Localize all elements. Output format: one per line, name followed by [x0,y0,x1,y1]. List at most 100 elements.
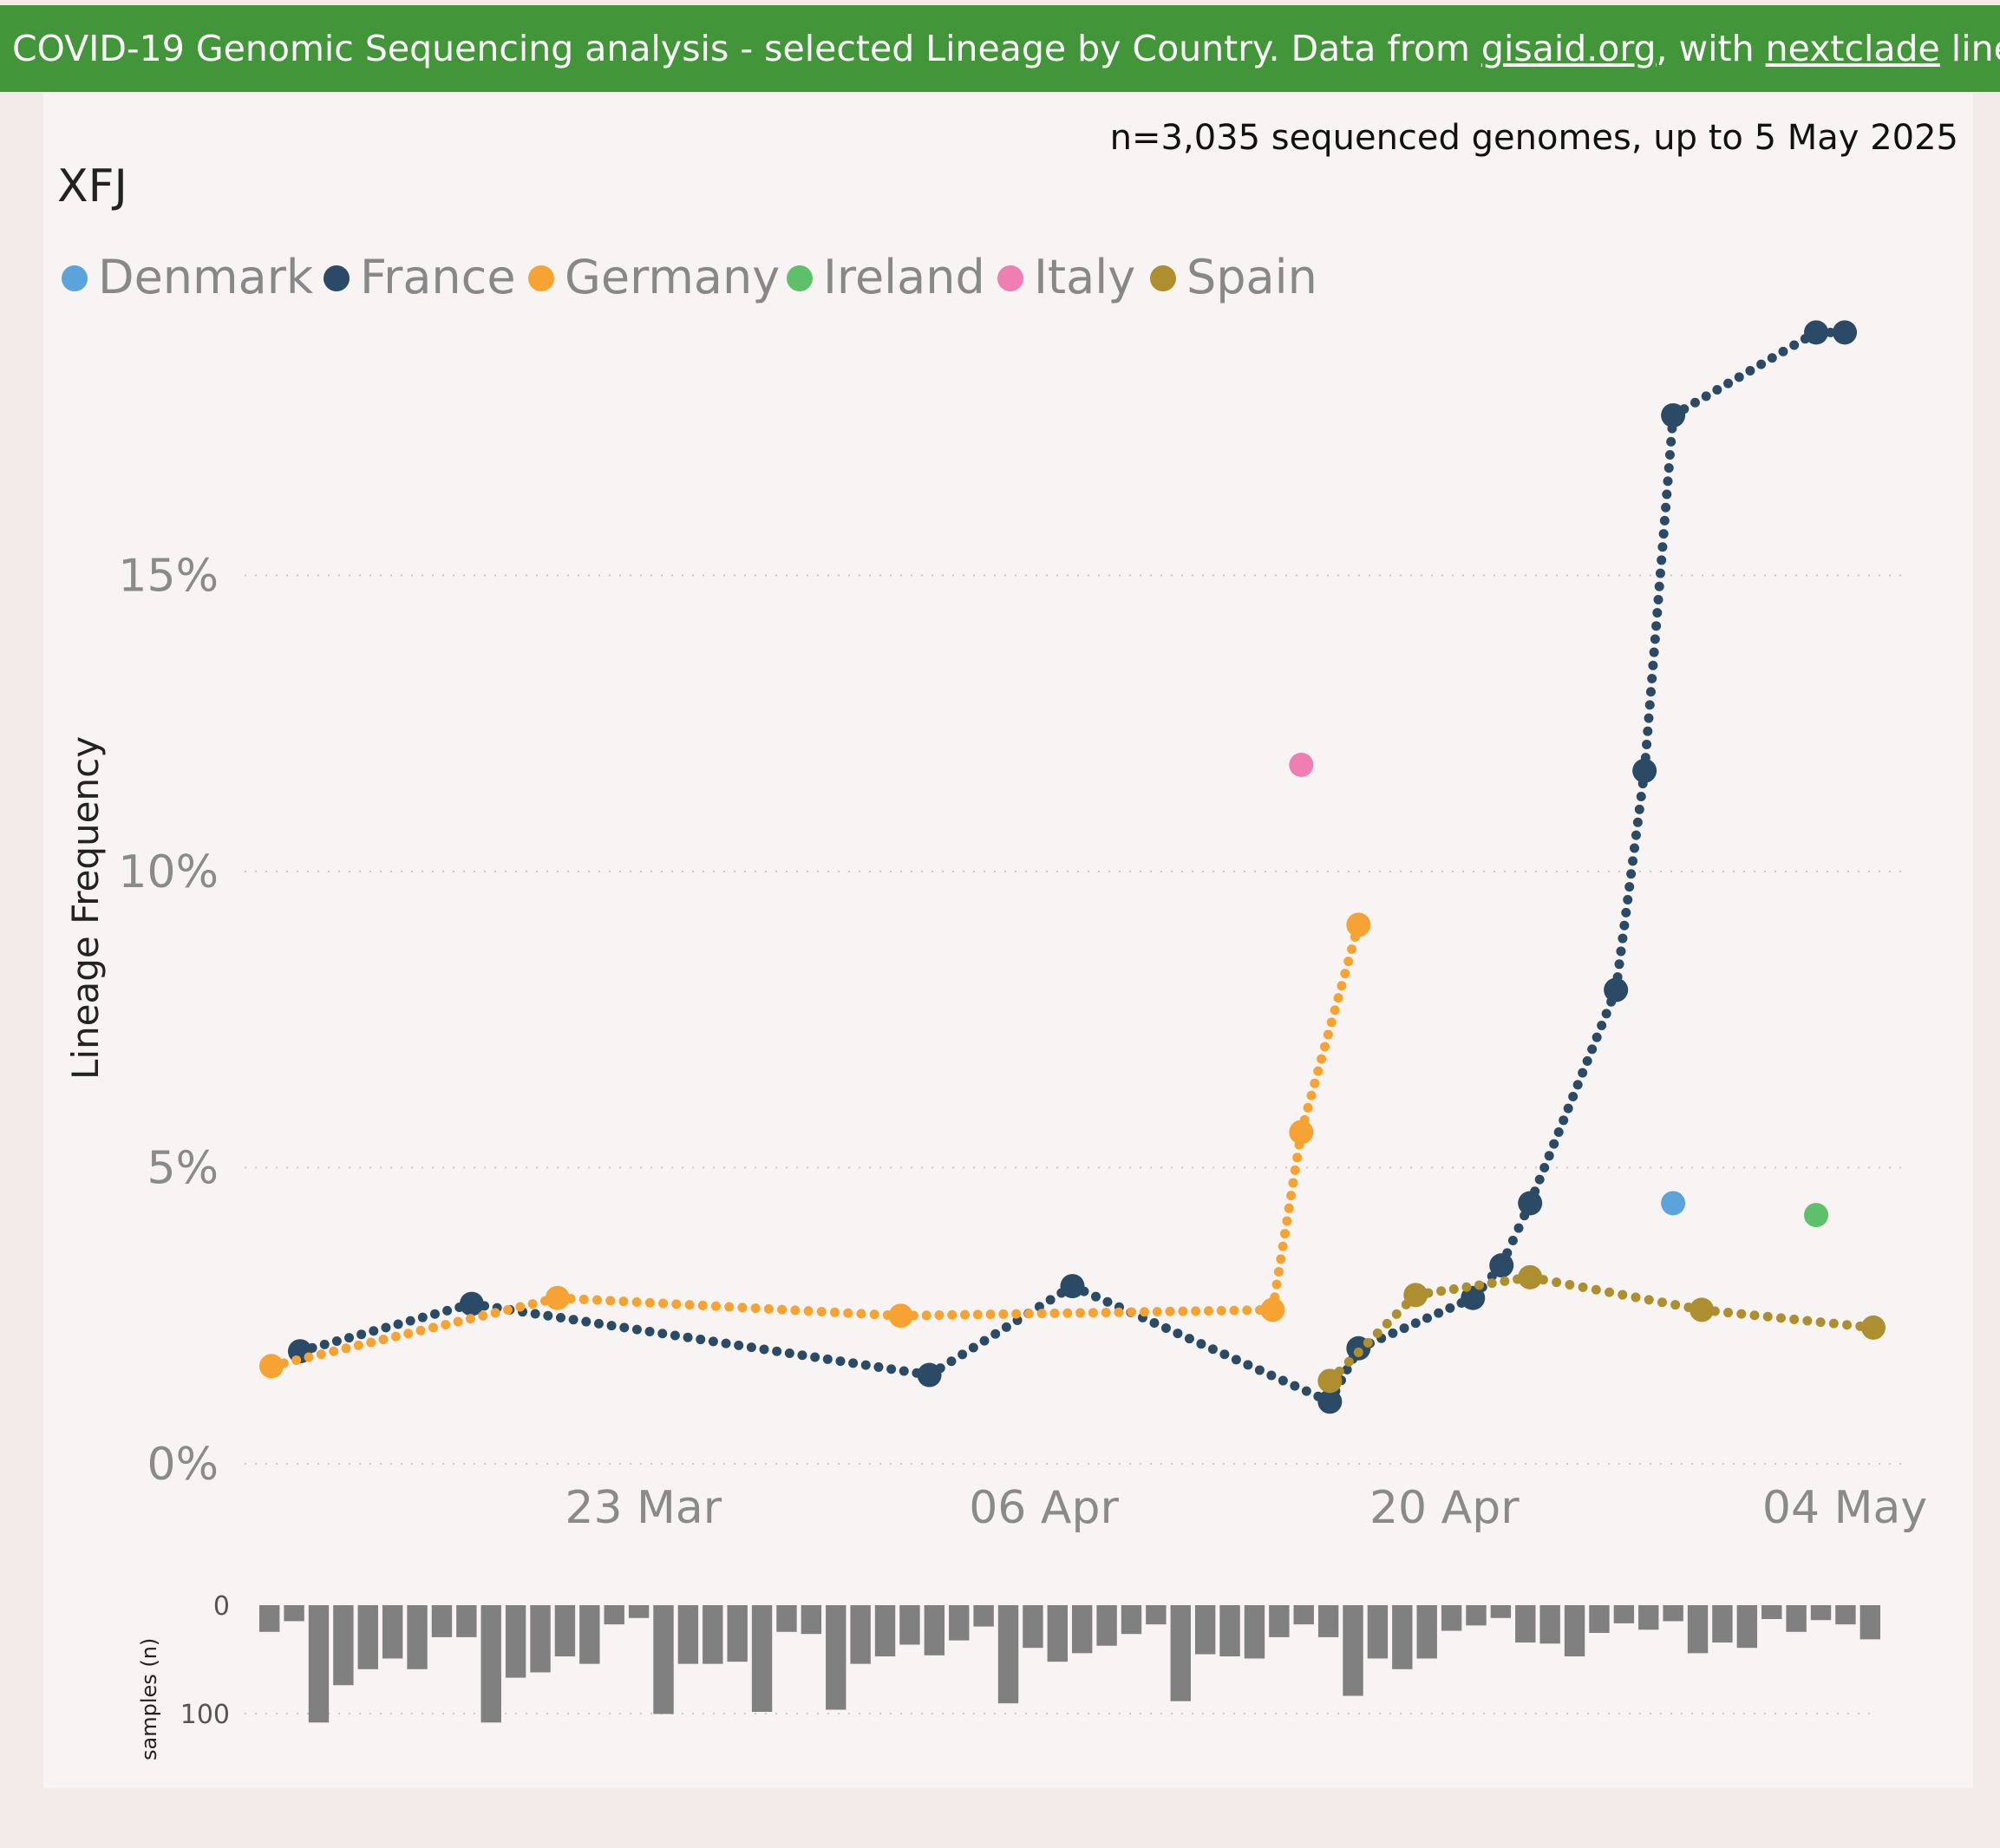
data-point [1661,402,1686,428]
sample-bar [1441,1605,1462,1631]
sample-bar [776,1605,797,1632]
connector-dot [1582,1056,1592,1067]
data-point [1289,752,1314,777]
connector-dot [1165,1306,1175,1316]
chart-title: XFJ [57,160,127,212]
connector-dot [1149,1317,1160,1328]
connector-dot [746,1342,756,1353]
connector-dot [1736,1309,1747,1319]
connector-dot [1762,1311,1773,1322]
connector-dot [606,1321,617,1331]
sample-bar [308,1605,330,1723]
x-tick-label: 06 Apr [969,1482,1119,1534]
connector-dot [737,1303,748,1313]
connector-dot [1701,391,1711,402]
connector-dot [683,1332,693,1342]
connector-dot [1303,1102,1313,1113]
data-point [1060,1274,1085,1299]
connector-dot [403,1329,414,1339]
legend-marker [62,265,88,291]
legend-marker [997,265,1023,291]
connector-dot [366,1337,376,1348]
connector-dot [1313,1066,1324,1076]
connector-dot [304,1352,314,1362]
connector-dot [1284,1203,1294,1213]
connector-dot [644,1326,655,1336]
connector-dot [1330,1005,1340,1015]
connector-dot [1664,449,1675,460]
connector-dot [1544,1151,1554,1161]
connector-dot [1152,1307,1162,1317]
connector-dot [1278,1241,1288,1251]
connector-dot [442,1305,453,1316]
samples-tick-label: 100 [180,1700,230,1730]
connector-dot [1184,1334,1194,1344]
sample-bar [1343,1605,1363,1696]
connector-dot [1749,1310,1760,1321]
connector-dot [1320,1042,1330,1052]
connector-dot [1789,340,1800,350]
sample-bar [505,1605,526,1678]
connector-dot [453,1316,463,1327]
connector-dot [899,1366,909,1376]
connector-dot [873,1362,884,1372]
sample-bar [407,1605,428,1669]
sample-bar [1613,1605,1635,1623]
connector-dot [1290,1381,1300,1391]
data-point [1804,1203,1829,1228]
connector-dot [1242,1305,1252,1316]
connector-dot [790,1305,801,1316]
connector-dot [415,1325,426,1335]
connector-dot [1271,1279,1282,1290]
connector-dot [1621,907,1631,917]
connector-dot [1842,1320,1853,1330]
connector-dot [1102,1296,1113,1307]
legend-item-ireland: Ireland [787,250,985,304]
y-tick-label: 15% [118,550,219,602]
connector-dot [822,1354,833,1364]
series-spain [1317,1264,1886,1394]
connector-dot [428,1322,438,1333]
connector-dot [1090,1291,1101,1302]
legend-label: Ireland [823,250,985,304]
connector-dot [670,1330,680,1341]
connector-dot [1114,1307,1124,1317]
connector-dot [1500,1276,1510,1286]
connector-dot [527,1299,538,1309]
connector-dot [759,1344,769,1355]
connector-dot [344,1333,355,1343]
gisaid-link[interactable]: gisaid.org [1480,28,1657,69]
sample-bar [1638,1605,1659,1630]
sample-bar [1023,1605,1043,1649]
connector-dot [1572,1080,1583,1090]
legend-label: France [360,250,516,304]
connector-dot [1723,1308,1734,1318]
sample-bar [727,1605,748,1662]
connector-dot [1049,1308,1060,1318]
connector-dot [696,1335,706,1345]
connector-dot [1306,1090,1317,1100]
connector-dot [1662,489,1672,500]
connector-dot [697,1300,708,1310]
sample-bar [382,1605,403,1659]
legend-marker [528,265,554,291]
connector-dot [1363,1337,1373,1348]
sample-bar [1859,1605,1880,1640]
series-denmark [1661,1191,1686,1216]
connector-dot [797,1350,807,1361]
connector-dot [1422,1313,1432,1323]
nextclade-link[interactable]: nextclade [1765,28,1940,69]
connector-dot [1301,1386,1311,1396]
connector-dot [1690,397,1700,408]
connector-dot [1353,1347,1363,1357]
connector-dot [1828,1318,1839,1329]
connector-dot [1655,568,1665,578]
connector-dot [721,1338,731,1348]
data-point [1690,1297,1715,1322]
sample-bar [333,1605,354,1686]
connector-dot [856,1309,866,1319]
connector-dot [1062,1308,1073,1318]
connector-dot [1663,463,1674,473]
connector-dot [1342,1364,1352,1375]
connector-dot [378,1335,389,1345]
